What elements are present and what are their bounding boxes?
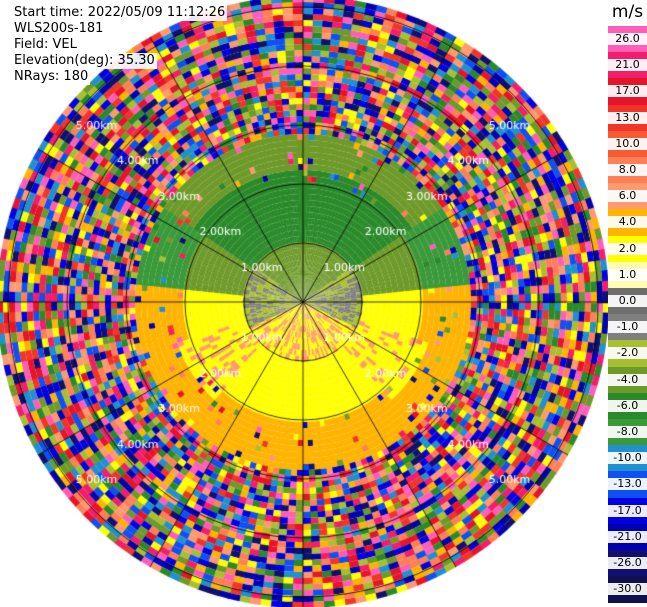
colorbar-tick-label: -26.0 (608, 557, 647, 569)
instrument-label: WLS200s-181 (12, 21, 106, 37)
colorbar-tick-label: -17.0 (608, 504, 647, 517)
colorbar-tick-label: 0.0 (608, 295, 647, 307)
colorbar-tick-label: -8.0 (608, 426, 647, 438)
start-time-label: Start time: 2022/05/09 11:12:26 (12, 5, 228, 21)
nrays-label: NRays: 180 (12, 69, 91, 85)
colorbar-tick-label: -2.0 (608, 347, 647, 360)
field-label: Field: VEL (12, 37, 79, 53)
colorbar-tick-label: 17.0 (608, 85, 647, 98)
colorbar-unit: m/s (611, 2, 644, 22)
colorbar-tick-label: 8.0 (608, 164, 647, 176)
colorbar-tick-label: -13.0 (608, 478, 647, 491)
colorbar-tick-label: 1.0 (608, 268, 647, 281)
colorbar-tick-label: -30.0 (608, 583, 647, 596)
colorbar-tick-label: 2.0 (608, 242, 647, 255)
elevation-label: Elevation(deg): 35.30 (12, 53, 157, 69)
colorbar-tick-label: -4.0 (608, 373, 647, 386)
colorbar-tick-label: -21.0 (608, 530, 647, 543)
colorbar-tick-label: 13.0 (608, 111, 647, 124)
colorbar-tick-label: 21.0 (608, 59, 647, 72)
velocity-colorbar: m/s 26.0 21.0 17.0 13.0 10.0 8.0 6.0 4.0 2.0 1.0 0… (608, 0, 647, 607)
colorbar-tick-label: 4.0 (608, 216, 647, 229)
colorbar-tick-label: 26.0 (608, 33, 647, 45)
colorbar-tick-label: -1.0 (608, 321, 647, 334)
colorbar-tick-label: -6.0 (608, 399, 647, 412)
colorbar-tick-label: -10.0 (608, 452, 647, 465)
colorbar-tick-label: 6.0 (608, 190, 647, 203)
scan-info-panel: Start time: 2022/05/09 11:12:26 WLS200s-… (12, 5, 228, 85)
colorbar-tick-label: 10.0 (608, 137, 647, 150)
